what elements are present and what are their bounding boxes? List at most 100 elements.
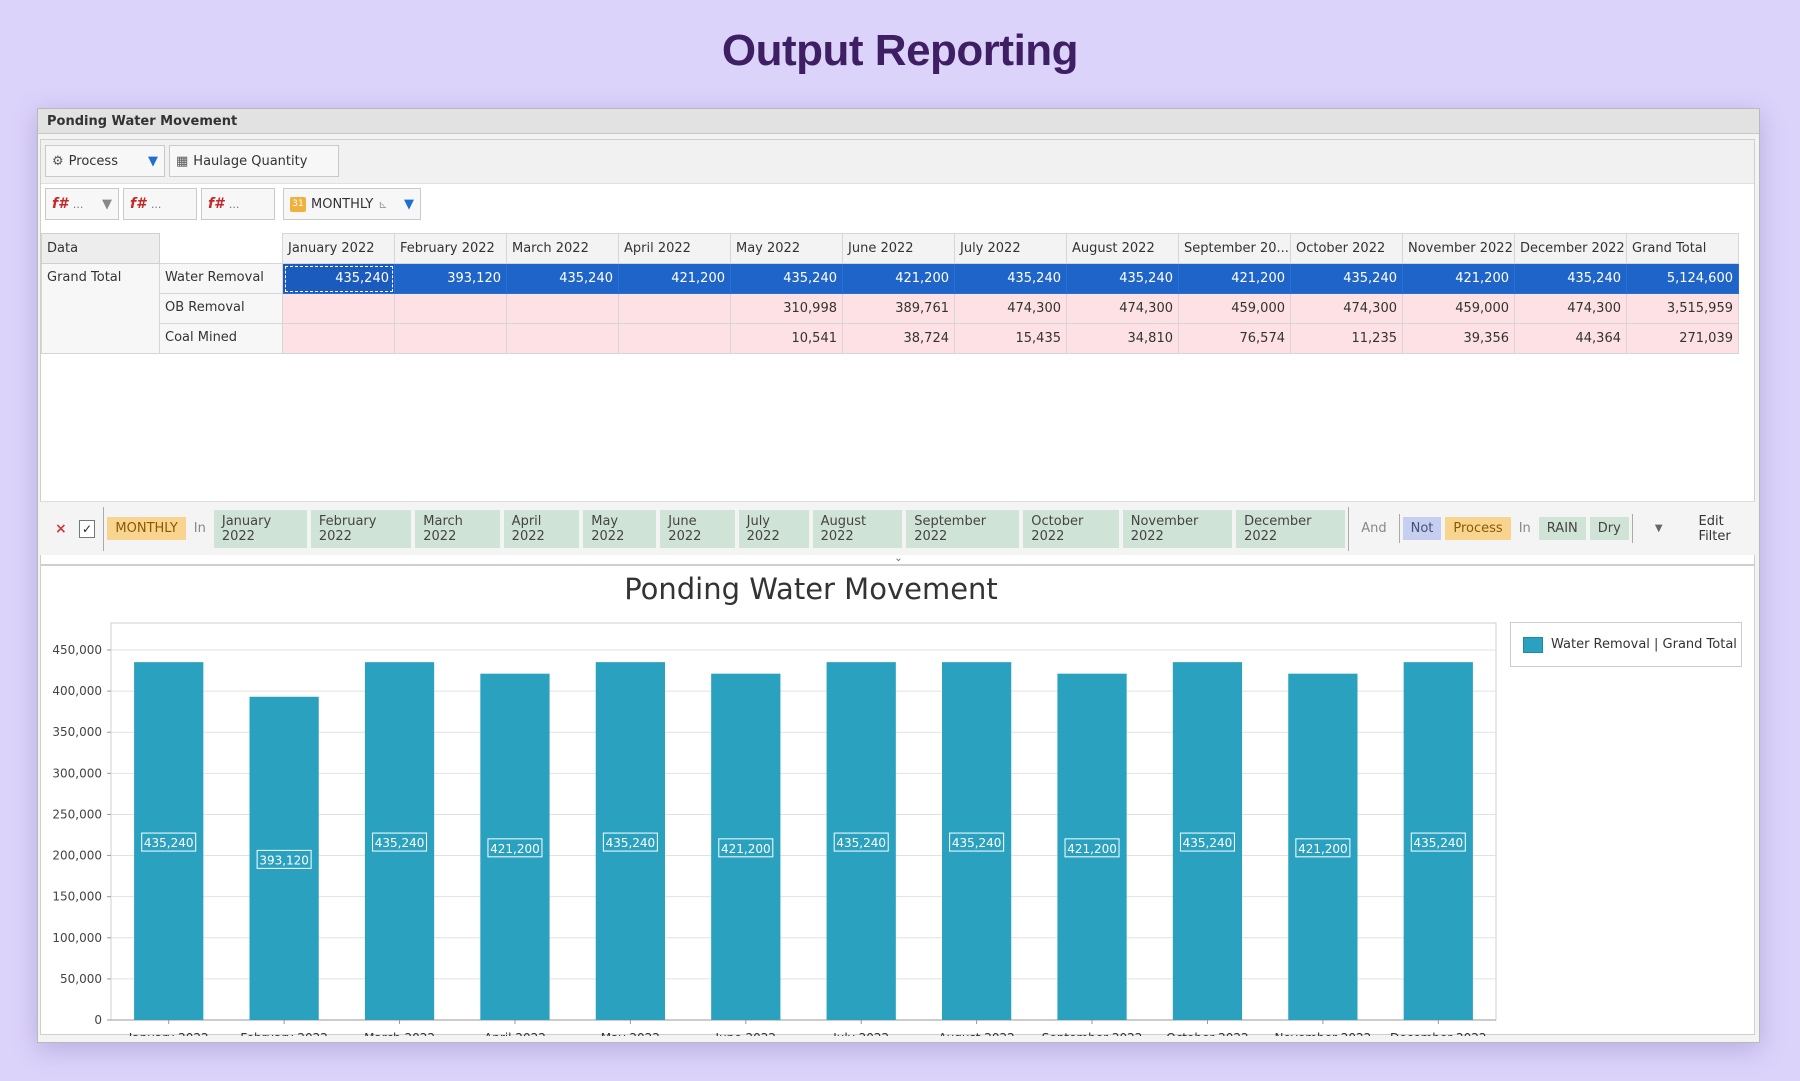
table-cell[interactable] <box>618 293 731 324</box>
column-header[interactable]: November 2022 <box>1402 233 1515 264</box>
table-cell[interactable] <box>394 323 507 354</box>
table-cell[interactable]: 34,810 <box>1066 323 1179 354</box>
filter-value-chip[interactable]: July 2022 <box>738 509 809 548</box>
table-cell[interactable] <box>506 293 619 324</box>
table-cell[interactable]: 435,240 <box>1066 263 1179 294</box>
row-header[interactable]: Coal Mined <box>159 323 283 354</box>
y-tick-label: 450,000 <box>52 643 102 657</box>
table-cell[interactable]: 459,000 <box>1402 293 1515 324</box>
table-cell[interactable]: 421,200 <box>1178 263 1291 294</box>
filter-dropdown-icon[interactable]: ▼ <box>1654 523 1663 534</box>
pivot-grid-panel: ⚙ Process ▼ ▦ Haulage Quantity f# ... ▼ … <box>40 139 1755 565</box>
table-cell[interactable]: 11,235 <box>1290 323 1403 354</box>
data-header[interactable]: Data <box>41 233 160 264</box>
filter-field-chip[interactable]: Process <box>1445 517 1511 540</box>
column-header[interactable]: January 2022 <box>282 233 395 264</box>
filter-and: And <box>1361 521 1387 536</box>
data-label-box <box>833 832 889 852</box>
enable-filter-checkbox[interactable]: ✓ <box>78 519 96 538</box>
filter-value-chip[interactable]: December 2022 <box>1236 509 1346 548</box>
table-cell[interactable]: 435,240 <box>1290 263 1403 294</box>
filter-value-chip[interactable]: Dry <box>1589 517 1629 540</box>
y-tick-label: 400,000 <box>52 684 102 698</box>
row-header[interactable]: OB Removal <box>159 293 283 324</box>
calc-field-1[interactable]: f# ... ▼ <box>45 188 119 220</box>
column-header[interactable]: October 2022 <box>1290 233 1403 264</box>
function-icon: f# <box>52 196 68 212</box>
column-header[interactable]: June 2022 <box>842 233 955 264</box>
table-cell[interactable]: 39,356 <box>1402 323 1515 354</box>
column-header[interactable]: February 2022 <box>394 233 507 264</box>
table-cell[interactable]: 474,300 <box>1066 293 1179 324</box>
table-cell[interactable]: 310,998 <box>730 293 843 324</box>
column-header[interactable]: Grand Total <box>1626 233 1739 264</box>
table-cell[interactable]: 435,240 <box>730 263 843 294</box>
table-cell[interactable]: 421,200 <box>618 263 731 294</box>
column-header[interactable]: August 2022 <box>1066 233 1179 264</box>
splitter-chevron-icon[interactable]: ⌄ <box>894 553 903 564</box>
table-cell[interactable] <box>282 323 395 354</box>
table-cell[interactable]: 44,364 <box>1514 323 1627 354</box>
table-cell[interactable]: 474,300 <box>1514 293 1627 324</box>
filter-value-chip[interactable]: RAIN <box>1538 517 1586 540</box>
table-cell[interactable]: 271,039 <box>1626 323 1739 354</box>
data-label: 435,240 <box>1413 836 1463 850</box>
table-cell[interactable] <box>618 323 731 354</box>
edit-filter-button[interactable]: Edit Filter <box>1698 513 1731 544</box>
filter-value-chip[interactable]: June 2022 <box>660 509 735 548</box>
table-cell[interactable]: 76,574 <box>1178 323 1291 354</box>
filter-icon[interactable]: ▼ <box>102 196 112 212</box>
table-cell[interactable]: 421,200 <box>1402 263 1515 294</box>
data-label-box <box>256 849 312 869</box>
table-cell[interactable]: 15,435 <box>954 323 1067 354</box>
table-cell[interactable]: 435,240 <box>282 263 395 294</box>
table-cell[interactable]: 10,541 <box>730 323 843 354</box>
filter-value-chip[interactable]: January 2022 <box>213 509 307 548</box>
table-cell[interactable]: 435,240 <box>1514 263 1627 294</box>
filter-field-chip[interactable]: MONTHLY <box>107 517 186 540</box>
field-process[interactable]: ⚙ Process ▼ <box>45 145 165 177</box>
filter-value-chip[interactable]: November 2022 <box>1122 509 1233 548</box>
calc-field-3[interactable]: f# ... <box>201 188 275 220</box>
filter-value-chip[interactable]: March 2022 <box>415 509 500 548</box>
filter-value-chip[interactable]: May 2022 <box>583 509 657 548</box>
table-cell[interactable]: 38,724 <box>842 323 955 354</box>
column-header[interactable]: May 2022 <box>730 233 843 264</box>
sort-icon[interactable]: ⊾ <box>378 197 388 211</box>
table-cell[interactable]: 389,761 <box>842 293 955 324</box>
table-cell[interactable]: 435,240 <box>506 263 619 294</box>
column-header[interactable]: April 2022 <box>618 233 731 264</box>
data-label: 435,240 <box>144 836 194 850</box>
table-cell[interactable] <box>394 293 507 324</box>
filter-value-chip[interactable]: August 2022 <box>812 509 903 548</box>
table-cell[interactable]: 474,300 <box>954 293 1067 324</box>
table-cell[interactable] <box>282 293 395 324</box>
column-header[interactable]: December 2022 <box>1514 233 1627 264</box>
data-label: 421,200 <box>721 842 771 856</box>
table-cell[interactable]: 459,000 <box>1178 293 1291 324</box>
filter-icon[interactable]: ▼ <box>404 196 414 212</box>
filter-not-chip[interactable]: Not <box>1402 517 1442 540</box>
header-spacer <box>159 233 283 264</box>
filter-value-chip[interactable]: October 2022 <box>1023 509 1119 548</box>
table-cell[interactable] <box>506 323 619 354</box>
filter-value-chip[interactable]: September 2022 <box>906 509 1020 548</box>
clear-filter-icon[interactable]: × <box>55 520 67 537</box>
row-header[interactable]: Water Removal <box>159 263 283 294</box>
table-cell[interactable]: 3,515,959 <box>1626 293 1739 324</box>
field-haulage-quantity[interactable]: ▦ Haulage Quantity <box>169 145 339 177</box>
column-header[interactable]: March 2022 <box>506 233 619 264</box>
table-cell[interactable]: 474,300 <box>1290 293 1403 324</box>
filter-icon[interactable]: ▼ <box>148 153 158 169</box>
table-cell[interactable]: 421,200 <box>842 263 955 294</box>
column-header[interactable]: July 2022 <box>954 233 1067 264</box>
field-monthly[interactable]: 31 MONTHLY ⊾ ▼ <box>283 188 421 220</box>
calc-field-2[interactable]: f# ... <box>123 188 197 220</box>
table-cell[interactable]: 435,240 <box>954 263 1067 294</box>
table-cell[interactable]: 393,120 <box>394 263 507 294</box>
table-cell[interactable]: 5,124,600 <box>1626 263 1739 294</box>
data-label-box <box>949 832 1005 852</box>
filter-value-chip[interactable]: February 2022 <box>310 509 412 548</box>
filter-value-chip[interactable]: April 2022 <box>503 509 580 548</box>
column-header[interactable]: September 20... <box>1178 233 1291 264</box>
